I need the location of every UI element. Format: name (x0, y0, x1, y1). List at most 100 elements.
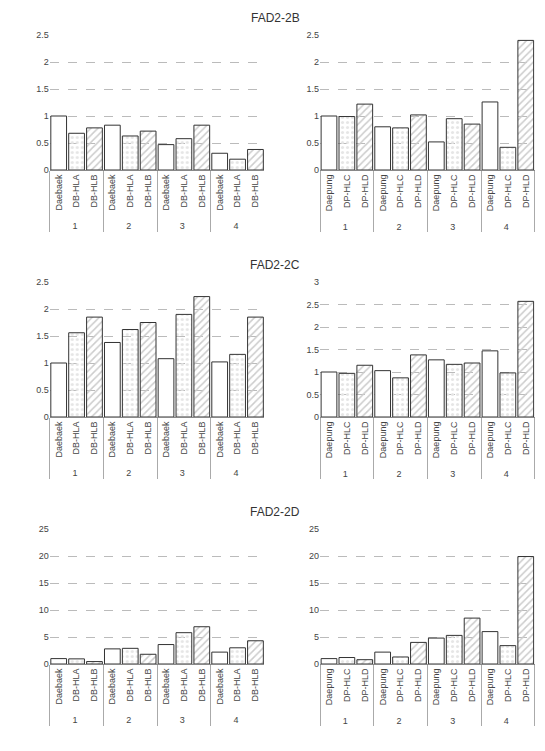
svg-text:2: 2 (126, 221, 131, 231)
svg-text:DB-HLA: DB-HLA (232, 669, 242, 702)
svg-text:2: 2 (314, 322, 319, 332)
svg-text:Daepung: Daepung (431, 669, 441, 706)
svg-text:DB-HLA: DB-HLA (125, 669, 135, 702)
svg-text:DP-HLD: DP-HLD (521, 668, 531, 702)
svg-text:2: 2 (396, 716, 401, 726)
svg-text:DP-HLD: DP-HLD (413, 174, 423, 208)
svg-text:1.5: 1.5 (307, 84, 320, 94)
svg-text:0: 0 (44, 165, 49, 175)
svg-text:1: 1 (72, 221, 77, 231)
svg-text:DB-HLB: DB-HLB (89, 422, 99, 455)
svg-text:15: 15 (309, 578, 319, 588)
svg-text:DB-HLB: DB-HLB (197, 175, 207, 208)
svg-text:Daepung: Daepung (431, 175, 441, 212)
svg-text:3: 3 (180, 221, 185, 231)
svg-text:Daebaek: Daebaek (54, 174, 64, 211)
svg-text:2: 2 (396, 222, 401, 232)
svg-text:DP-HLC: DP-HLC (449, 668, 459, 702)
svg-text:10: 10 (309, 605, 319, 615)
svg-text:Daepung: Daepung (324, 175, 334, 212)
svg-text:3: 3 (450, 716, 455, 726)
svg-text:1: 1 (343, 222, 348, 232)
svg-text:DB-HLB: DB-HLB (89, 669, 99, 702)
svg-text:DB-HLA: DB-HLA (179, 422, 189, 455)
svg-text:Daebaek: Daebaek (161, 174, 171, 211)
svg-text:DP-HLD: DP-HLD (467, 174, 477, 208)
svg-text:FAD2-2D: FAD2-2D (250, 505, 300, 519)
svg-text:5: 5 (314, 632, 319, 642)
svg-text:DB-HLA: DB-HLA (125, 175, 135, 208)
svg-text:Daepung: Daepung (324, 422, 334, 459)
svg-text:DB-HLA: DB-HLA (72, 175, 82, 208)
svg-text:DP-HLD: DP-HLD (467, 421, 477, 455)
svg-text:25: 25 (309, 524, 319, 534)
svg-text:DB-HLA: DB-HLA (232, 422, 242, 455)
svg-text:1: 1 (314, 367, 319, 377)
svg-text:DP-HLD: DP-HLD (360, 668, 370, 702)
svg-text:DB-HLB: DB-HLB (250, 422, 260, 455)
svg-text:2.5: 2.5 (36, 277, 49, 287)
svg-text:FAD2-2B: FAD2-2B (251, 11, 300, 25)
svg-text:DB-HLB: DB-HLB (143, 669, 153, 702)
svg-text:DP-HLC: DP-HLC (503, 174, 513, 208)
svg-text:15: 15 (39, 578, 49, 588)
svg-text:0: 0 (314, 412, 319, 422)
svg-text:0: 0 (44, 659, 49, 669)
svg-text:DP-HLC: DP-HLC (395, 421, 405, 455)
svg-text:2.5: 2.5 (307, 300, 320, 310)
svg-text:Daepung: Daepung (378, 669, 388, 706)
svg-text:0: 0 (314, 165, 319, 175)
svg-text:DB-HLB: DB-HLB (143, 175, 153, 208)
svg-text:Daepung: Daepung (378, 175, 388, 212)
svg-text:1: 1 (314, 111, 319, 121)
svg-text:Daebaek: Daebaek (215, 174, 225, 211)
svg-text:DP-HLC: DP-HLC (449, 174, 459, 208)
svg-text:DB-HLA: DB-HLA (179, 669, 189, 702)
svg-text:3: 3 (180, 715, 185, 725)
svg-text:1: 1 (44, 111, 49, 121)
svg-text:DP-HLC: DP-HLC (342, 174, 352, 208)
svg-text:Daebaek: Daebaek (107, 174, 117, 211)
svg-text:10: 10 (39, 605, 49, 615)
svg-text:3: 3 (450, 222, 455, 232)
svg-text:Daepung: Daepung (485, 175, 495, 212)
svg-text:2.5: 2.5 (36, 30, 49, 40)
svg-text:DP-HLD: DP-HLD (521, 174, 531, 208)
svg-text:5: 5 (44, 632, 49, 642)
svg-text:2: 2 (44, 304, 49, 314)
svg-text:Daepung: Daepung (378, 422, 388, 459)
svg-text:DB-HLB: DB-HLB (197, 422, 207, 455)
svg-text:DB-HLA: DB-HLA (125, 422, 135, 455)
svg-text:1: 1 (343, 469, 348, 479)
svg-text:3: 3 (314, 277, 319, 287)
svg-text:Daebaek: Daebaek (161, 668, 171, 705)
svg-text:DB-HLA: DB-HLA (72, 422, 82, 455)
svg-text:DP-HLD: DP-HLD (413, 421, 423, 455)
svg-text:DB-HLB: DB-HLB (143, 422, 153, 455)
svg-text:DP-HLC: DP-HLC (395, 174, 405, 208)
svg-text:DP-HLD: DP-HLD (413, 668, 423, 702)
svg-text:Daepung: Daepung (324, 669, 334, 706)
svg-text:DP-HLC: DP-HLC (449, 421, 459, 455)
svg-text:0: 0 (314, 659, 319, 669)
svg-text:1: 1 (72, 468, 77, 478)
svg-text:Daebaek: Daebaek (161, 421, 171, 458)
svg-text:Daebaek: Daebaek (107, 668, 117, 705)
svg-text:2: 2 (396, 469, 401, 479)
svg-text:Daepung: Daepung (485, 669, 495, 706)
svg-text:Daebaek: Daebaek (215, 421, 225, 458)
svg-text:4: 4 (504, 469, 509, 479)
svg-text:1: 1 (44, 358, 49, 368)
svg-text:DP-HLD: DP-HLD (360, 421, 370, 455)
svg-text:DP-HLD: DP-HLD (360, 174, 370, 208)
svg-text:Daebaek: Daebaek (215, 668, 225, 705)
svg-text:4: 4 (504, 716, 509, 726)
svg-text:DP-HLD: DP-HLD (521, 421, 531, 455)
svg-text:1: 1 (343, 716, 348, 726)
svg-text:0.5: 0.5 (36, 138, 49, 148)
svg-text:DB-HLB: DB-HLB (250, 175, 260, 208)
svg-text:DB-HLA: DB-HLA (72, 669, 82, 702)
svg-text:Daebaek: Daebaek (54, 421, 64, 458)
svg-text:1.5: 1.5 (36, 331, 49, 341)
svg-text:20: 20 (309, 551, 319, 561)
